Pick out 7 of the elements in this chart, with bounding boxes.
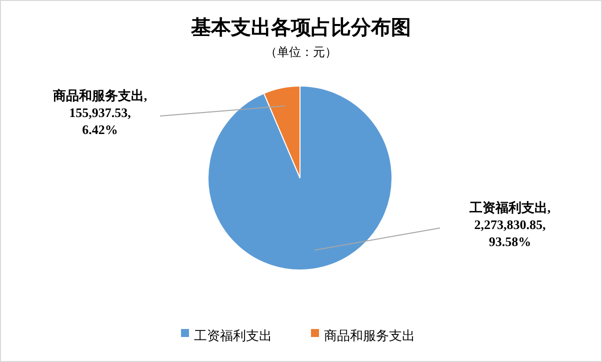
legend-label: 商品和服务支出 [324,328,415,343]
data-label: 工资福利支出, 2,273,830.85, 93.58% [468,200,551,249]
chart-subtitle: （单位：元） [265,45,337,59]
chart-title: 基本支出各项占比分布图 [190,17,411,39]
pie-slice [208,86,392,270]
legend-label: 工资福利支出 [194,328,272,343]
data-label: 商品和服务支出, 155,937.53, 6.42% [52,88,148,137]
